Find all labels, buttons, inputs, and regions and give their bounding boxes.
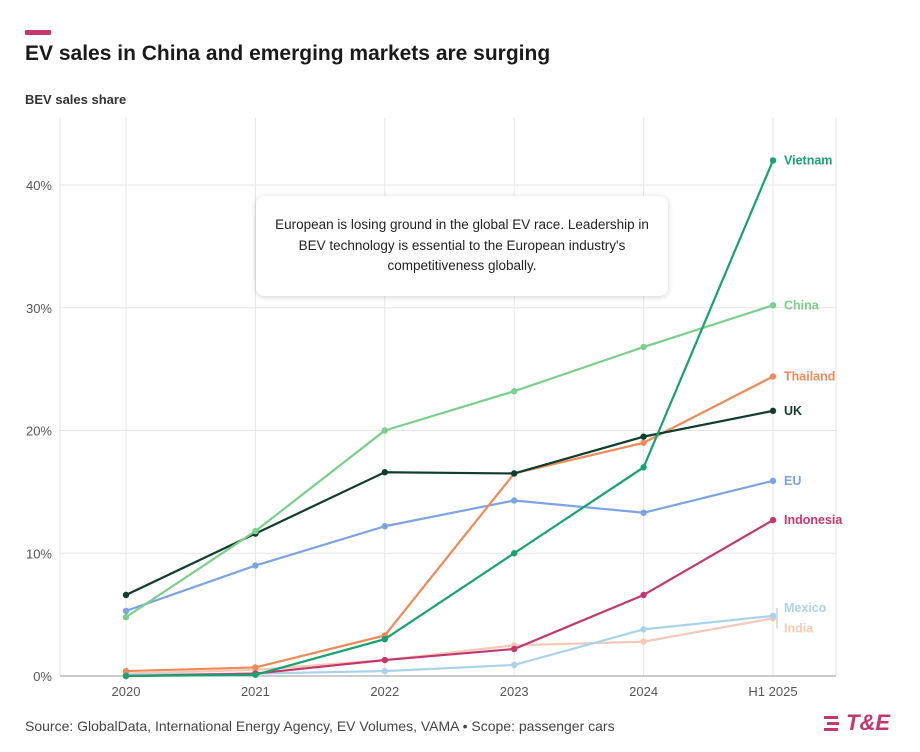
chart-subtitle: BEV sales share (25, 92, 127, 107)
data-point-china (122, 613, 130, 621)
series-line-china (124, 304, 775, 619)
data-point-eu (122, 607, 130, 615)
data-point-vietnam (122, 672, 130, 680)
series-line-eu (124, 479, 775, 613)
source-note: Source: GlobalData, International Energy… (25, 718, 615, 734)
data-point-indonesia (640, 591, 647, 599)
data-point-uk (122, 591, 130, 599)
series-label-uk: UK (784, 404, 802, 418)
callout-box: European is losing ground in the global … (256, 196, 668, 296)
data-point-china (252, 527, 259, 535)
data-point-thailand (122, 667, 130, 675)
te-logo: T&E (822, 710, 890, 736)
data-point-uk (381, 469, 388, 476)
data-point-thailand (769, 373, 777, 380)
x-tick-label: H1 2025 (748, 684, 797, 699)
y-tick-label: 0% (33, 669, 52, 684)
data-point-china (381, 427, 388, 434)
data-point-uk (511, 470, 518, 477)
data-point-indonesia (769, 516, 777, 524)
data-point-mexico (640, 626, 647, 633)
data-point-china (769, 302, 777, 309)
y-tick-label: 10% (26, 546, 52, 561)
series-line-uk (124, 409, 775, 597)
data-point-mexico (381, 667, 388, 675)
te-logo-mark-icon (824, 716, 839, 731)
data-point-eu (252, 562, 259, 569)
data-point-mexico (511, 661, 518, 669)
data-point-vietnam (511, 550, 518, 557)
data-point-uk (640, 433, 647, 440)
x-tick-label: 2020 (112, 684, 141, 699)
series-label-china: China (784, 298, 820, 312)
series-label-india: India (784, 621, 814, 635)
data-point-vietnam (252, 671, 259, 678)
x-tick-label: 2021 (241, 684, 270, 699)
x-tick-label: 2024 (629, 684, 658, 699)
data-point-thailand (252, 664, 259, 671)
series-label-eu: EU (784, 474, 801, 488)
data-point-indonesia (511, 645, 518, 653)
data-point-china (511, 388, 518, 395)
y-tick-label: 30% (26, 301, 52, 316)
data-point-eu (381, 523, 388, 530)
series-line-mexico (124, 614, 775, 676)
data-point-eu (769, 477, 777, 485)
x-tick-label: 2023 (500, 684, 529, 699)
y-tick-label: 40% (26, 178, 52, 193)
series-line-india (124, 617, 775, 675)
series-label-vietnam: Vietnam (784, 153, 832, 167)
x-tick-label: 2022 (370, 684, 399, 699)
series-line-vietnam (124, 159, 775, 678)
data-point-mexico (769, 612, 777, 620)
te-logo-text: T&E (846, 710, 890, 735)
data-point-china (640, 343, 647, 351)
data-point-indonesia (381, 656, 388, 664)
y-tick-label: 20% (26, 424, 52, 439)
callout-text: European is losing ground in the global … (275, 216, 649, 274)
data-point-uk (769, 407, 777, 415)
series-label-indonesia: Indonesia (784, 513, 843, 527)
series-label-mexico: Mexico (784, 601, 827, 615)
data-point-eu (511, 497, 518, 504)
data-point-eu (640, 509, 647, 516)
data-point-india (640, 638, 647, 645)
data-point-vietnam (640, 464, 647, 471)
data-point-thailand (640, 439, 647, 446)
data-point-vietnam (381, 635, 388, 643)
title-accent-bar (25, 30, 51, 35)
data-point-vietnam (769, 157, 777, 164)
chart-title: EV sales in China and emerging markets a… (25, 42, 551, 65)
series-label-thailand: Thailand (784, 369, 835, 383)
